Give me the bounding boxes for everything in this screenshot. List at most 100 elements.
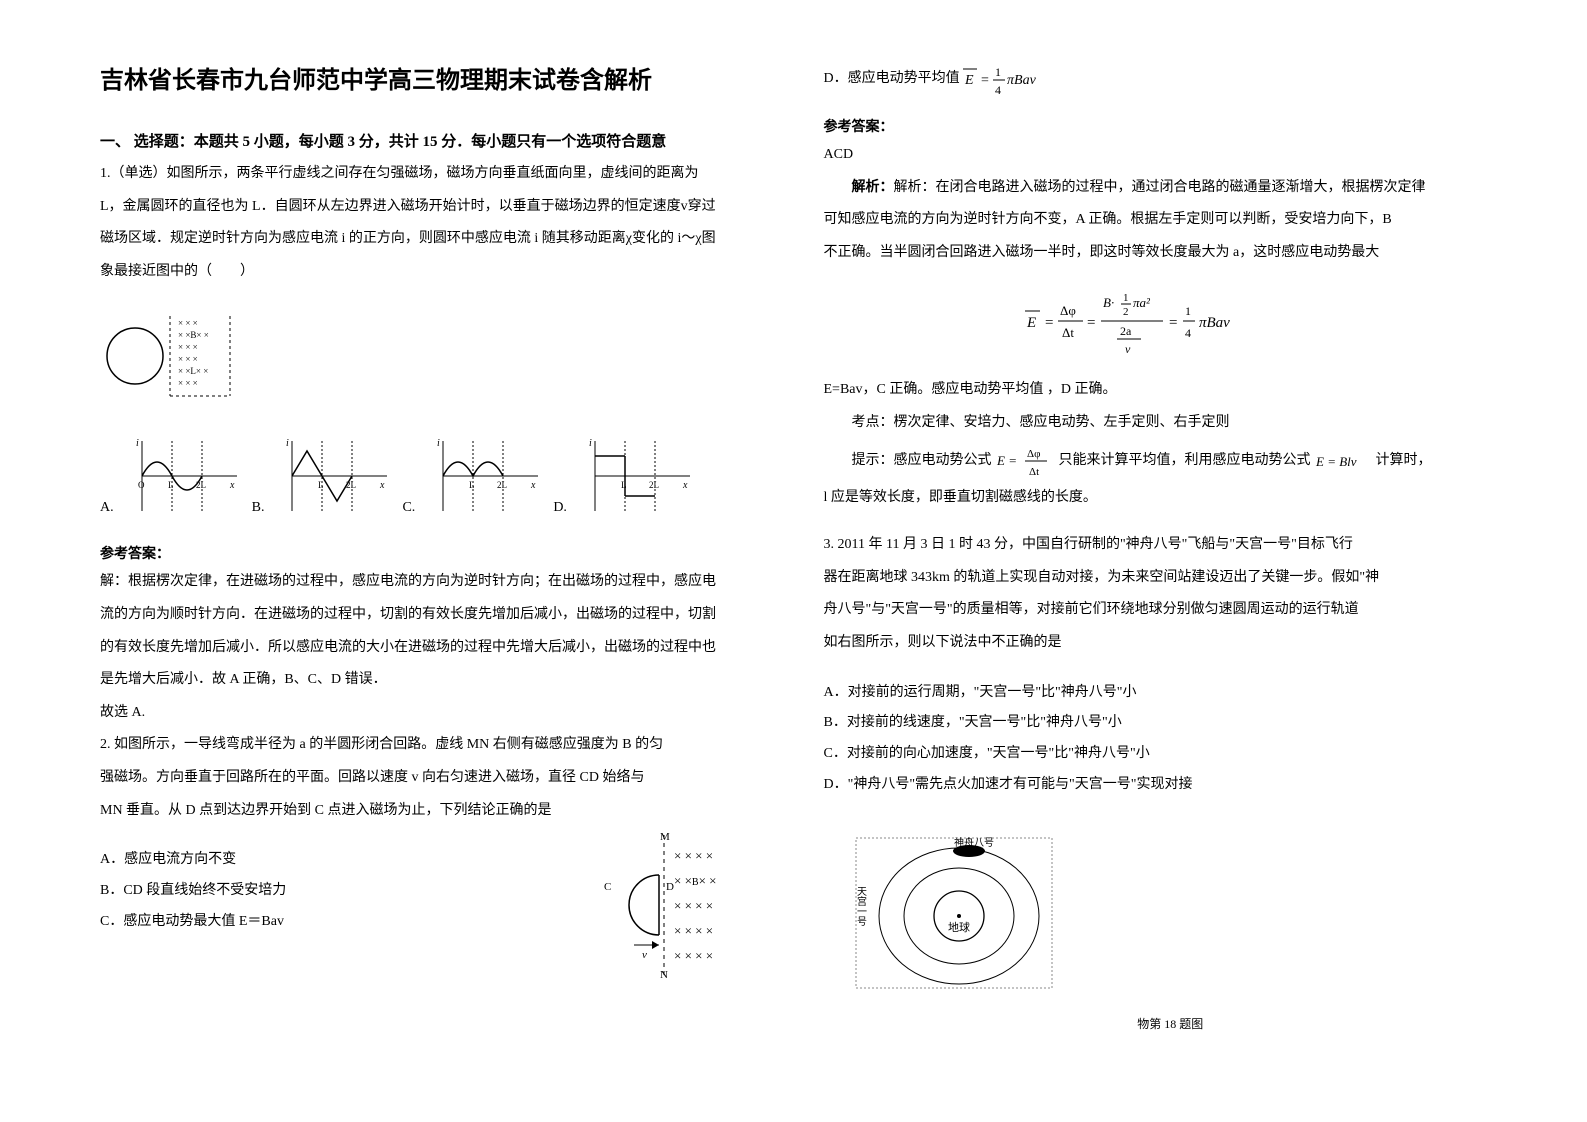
q1-option-a-label: A.	[100, 500, 114, 516]
q1-ans-l5: 故选 A.	[100, 700, 764, 727]
svg-text:B·: B·	[1103, 295, 1114, 310]
svg-text:O: O	[138, 480, 145, 490]
svg-text:=: =	[1087, 315, 1095, 331]
q1-answer-label: 参考答案：	[100, 543, 764, 563]
q2-option-c: C．感应电动势最大值 E＝Bav	[100, 907, 554, 938]
svg-text:2L: 2L	[497, 480, 507, 490]
svg-text:πa²: πa²	[1133, 295, 1151, 310]
svg-text:D: D	[666, 881, 674, 893]
svg-text:x: x	[379, 480, 385, 491]
q3-option-b: B．对接前的线速度，"天宫一号"比"神舟八号"小	[824, 708, 1488, 739]
q2-option-a: A．感应电流方向不变	[100, 845, 554, 876]
q3-stem-l2: 器在距离地球 343km 的轨道上实现自动对接，为未来空间站建设迈出了关键一步。…	[824, 565, 1488, 592]
q2-stem-l3: MN 垂直。从 D 点到达边界开始到 C 点进入磁场为止，下列结论正确的是	[100, 798, 764, 825]
page-title: 吉林省长春市九台师范中学高三物理期末试卷含解析	[100, 60, 764, 95]
svg-text:i: i	[437, 438, 440, 449]
q3-fig-caption: 物第 18 题图	[854, 1015, 1488, 1032]
q1-stem-line2: L，金属圆环的直径也为 L．自圆环从左边界进入磁场开始计时，以垂直于磁场边界的恒…	[100, 194, 764, 221]
svg-text:E = Blv: E = Blv	[1315, 454, 1357, 469]
svg-text:Δφ: Δφ	[1027, 448, 1040, 460]
svg-text:E: E	[964, 73, 974, 88]
svg-text:E: E	[1026, 315, 1036, 331]
q1-option-b-label: B.	[252, 500, 265, 516]
svg-text:2: 2	[1123, 306, 1129, 318]
q2-answer-label: 参考答案：	[824, 116, 1488, 136]
q1-stem-line3: 磁场区域．规定逆时针方向为感应电流 i 的正方向，则圆环中感应电流 i 随其移动…	[100, 226, 764, 253]
svg-text:× × ×: × × ×	[178, 318, 198, 328]
formula-e-delta-phi-t: E = Δφ Δt	[995, 443, 1055, 479]
shenzhou-label: 神舟八号	[954, 836, 994, 849]
q1-stem-line1: 1.（单选）如图所示，两条平行虚线之间存在匀强磁场，磁场方向垂直纸面向里，虚线间…	[100, 161, 764, 188]
formula-e-bar-1-4-pi-bav: E = 1 4 πBav	[963, 60, 1053, 98]
q3-stem-l3: 舟八号"与"天宫一号"的质量相等，对接前它们环绕地球分别做匀速圆周运动的运行轨道	[824, 597, 1488, 624]
svg-text:πBav: πBav	[1199, 315, 1230, 331]
svg-text:× × × ×: × × × ×	[674, 948, 713, 963]
q1-graphs: A. i x O L 2L B. i x L 2L C.	[100, 436, 764, 516]
svg-text:× × ×: × × ×	[178, 378, 198, 388]
q2-sol-l6: 提示：感应电动势公式 E = Δφ Δt 只能来计算平均值，利用感应电动势公式 …	[824, 443, 1488, 479]
q1-option-c-label: C.	[402, 500, 415, 516]
svg-text:v: v	[1125, 342, 1131, 356]
svg-text:2a: 2a	[1120, 324, 1132, 338]
svg-text:=: =	[1169, 315, 1177, 331]
left-column: 吉林省长春市九台师范中学高三物理期末试卷含解析 一、 选择题：本题共 5 小题，…	[100, 60, 764, 1062]
q1-graph-b: i x L 2L	[282, 436, 392, 516]
svg-text:× × ×: × × ×	[178, 354, 198, 364]
svg-text:Δt: Δt	[1029, 466, 1039, 478]
q2-sol-l5: 考点：楞次定律、安培力、感应电动势、左手定则、右手定则	[824, 410, 1488, 437]
svg-text:× ×B× ×: × ×B× ×	[674, 873, 717, 888]
svg-text:i: i	[589, 438, 592, 449]
svg-text:Δt: Δt	[1062, 325, 1074, 340]
svg-text:=: =	[1045, 315, 1053, 331]
q1-graph-c: i x L 2L	[433, 436, 543, 516]
svg-text:× ×B× ×: × ×B× ×	[178, 330, 209, 340]
svg-text:v: v	[642, 949, 647, 961]
q3-stem-l4: 如右图所示，则以下说法中不正确的是	[824, 630, 1488, 657]
svg-text:4: 4	[995, 83, 1001, 97]
q1-option-d-label: D.	[553, 500, 567, 516]
q1-graph-d: i x L 2L	[585, 436, 695, 516]
svg-text:× × ×: × × ×	[178, 342, 198, 352]
svg-text:× ×L× ×: × ×L× ×	[178, 366, 208, 376]
svg-text:x: x	[530, 480, 536, 491]
q2-option-b: B．CD 段直线始终不受安培力	[100, 876, 554, 907]
right-column: D．感应电动势平均值 E = 1 4 πBav 参考答案： ACD 解析：解析：…	[824, 60, 1488, 1062]
q2-option-d-prefix: D．感应电动势平均值	[824, 71, 960, 86]
svg-text:2L: 2L	[649, 480, 659, 490]
svg-text:E =: E =	[996, 453, 1017, 468]
earth-label: 地球	[948, 920, 970, 934]
q1-ans-l4: 是先增大后减小．故 A 正确，B、C、D 错误．	[100, 667, 764, 694]
svg-text:4: 4	[1185, 326, 1191, 340]
svg-text:i: i	[136, 438, 139, 449]
svg-text:L: L	[168, 480, 174, 490]
q2-answer: ACD	[824, 142, 1488, 169]
svg-text:2L: 2L	[346, 480, 356, 490]
svg-text:1: 1	[995, 65, 1001, 79]
q3-option-a: A．对接前的运行周期，"天宫一号"比"神舟八号"小	[824, 678, 1488, 709]
q3-orbit-figure: 地球 神舟八号 天宫一号 物第 18 题图	[854, 836, 1488, 1032]
svg-text:1: 1	[1185, 304, 1191, 318]
formula-e-blv: E = Blv	[1314, 450, 1372, 472]
svg-text:M: M	[660, 831, 670, 843]
q2-sol-l4: E=Bav，C 正确。感应电动势平均值 ，D 正确。	[824, 377, 1488, 404]
svg-text:L: L	[318, 480, 324, 490]
q2-stem-l1: 2. 如图所示，一导线弯成半径为 a 的半圆形闭合回路。虚线 MN 右侧有磁感应…	[100, 732, 764, 759]
svg-text:L: L	[469, 480, 475, 490]
svg-text:=: =	[981, 73, 989, 88]
q3-option-d: D．"神舟八号"需先点火加速才有可能与"天宫一号"实现对接	[824, 770, 1488, 801]
q1-ans-l2: 流的方向为顺时针方向．在进磁场的过程中，切割的有效长度先增加后减小，出磁场的过程…	[100, 602, 764, 629]
q1-circle-figure: × × × × ×B× × × × × × × × × ×L× × × × ×	[100, 306, 764, 406]
q3-option-c: C．对接前的向心加速度，"天宫一号"比"神舟八号"小	[824, 739, 1488, 770]
svg-text:× × × ×: × × × ×	[674, 848, 713, 863]
q2-sol-l3: 不正确。当半圆闭合回路进入磁场一半时，即这时等效长度最大为 a，这时感应电动势最…	[824, 240, 1488, 267]
tiangong-label: 天宫一号	[854, 886, 866, 927]
q1-ans-l3: 的有效长度先增加后减小．所以感应电流的大小在进磁场的过程中先增大后减小，出磁场的…	[100, 635, 764, 662]
q1-ans-l1: 解：根据楞次定律，在进磁场的过程中，感应电流的方向为逆时针方向；在出磁场的过程中…	[100, 569, 764, 596]
svg-text:N: N	[660, 969, 668, 980]
q3-stem-l1: 3. 2011 年 11 月 3 日 1 时 43 分，中国自行研制的"神舟八号…	[824, 532, 1488, 559]
svg-text:2L: 2L	[196, 480, 206, 490]
svg-text:x: x	[229, 480, 235, 491]
svg-text:× × × ×: × × × ×	[674, 923, 713, 938]
q2-formula-block: E = Δφ Δt = B· 1 2 πa² 2a v = 1 4 πBav	[824, 287, 1488, 362]
section-header-1: 一、 选择题：本题共 5 小题，每小题 3 分，共计 15 分．每小题只有一个选…	[100, 130, 764, 151]
